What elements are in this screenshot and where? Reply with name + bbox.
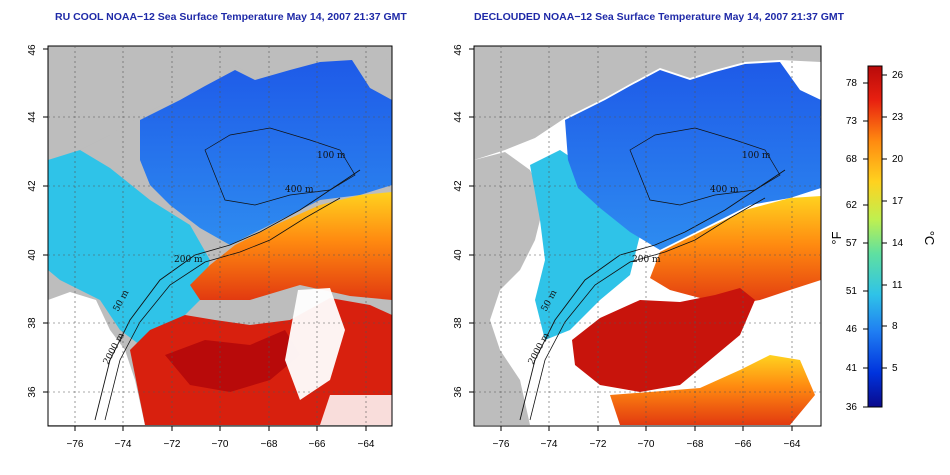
right-x-ticks (500, 426, 793, 431)
colorbar-celsius-unit: °C (922, 231, 937, 246)
left-y-tick-label: 44 (27, 111, 38, 123)
right-y-ticks (469, 48, 474, 393)
right-warm-slope (650, 196, 821, 305)
right-land-north (474, 46, 821, 160)
colorbar-celsius-ticks (882, 74, 887, 369)
left-y-tick-label: 40 (27, 249, 38, 261)
right-contour-shelf (519, 169, 786, 421)
right-y-tick-label: 46 (453, 44, 464, 56)
left-gulf-stream-bright (165, 330, 300, 392)
left-x-tick-label: −74 (115, 439, 132, 450)
right-gridlines (474, 46, 821, 426)
right-gulf-stream (572, 288, 755, 392)
left-cloud-streak (285, 288, 345, 400)
left-contour-label-400: 400 m (285, 185, 314, 195)
left-x-tick-label: −66 (309, 439, 326, 450)
right-y-tick-label: 44 (453, 111, 464, 123)
right-contour-label-400: 400 m (710, 185, 739, 195)
left-shelf-water (48, 150, 210, 345)
colorbar-f-label: 68 (846, 154, 858, 165)
left-contour-label-200: 200 m (174, 255, 203, 265)
colorbar-f-label: 57 (846, 238, 858, 249)
left-x-labels: −76 −74 −72 −70 −68 −66 −64 (67, 439, 375, 450)
right-plot-frame (473, 45, 822, 427)
left-x-ticks (74, 426, 367, 431)
right-land-coast (474, 152, 545, 425)
left-cloud-south (320, 395, 392, 425)
colorbar-c-label: 26 (892, 70, 904, 81)
colorbar-f-label: 62 (846, 200, 858, 211)
left-y-ticks (43, 48, 48, 393)
colorbar-c-label: 11 (892, 280, 903, 291)
left-land-north (48, 46, 392, 158)
colorbar-f-label: 51 (846, 286, 858, 297)
right-map (474, 46, 821, 426)
left-x-tick-label: −64 (358, 439, 375, 450)
left-cold-gulf (140, 60, 392, 245)
colorbar-fahrenheit-unit: °F (829, 231, 844, 244)
left-x-tick-label: −70 (212, 439, 229, 450)
left-y-tick-label: 38 (27, 317, 38, 329)
colorbar-f-label: 73 (846, 116, 858, 127)
colorbar-c-label: 23 (892, 112, 904, 123)
left-contour-gulf (204, 127, 356, 206)
colorbar-f-label: 46 (846, 324, 858, 335)
right-contour-label-200: 200 m (632, 255, 661, 265)
colorbar-gradient (867, 65, 883, 408)
left-contour-deep (104, 197, 341, 421)
left-contour-label-100: 100 m (317, 151, 346, 161)
right-x-tick-label: −68 (687, 439, 704, 450)
left-gridlines (48, 46, 392, 426)
left-map-title: RU COOL NOAA−12 Sea Surface Temperature … (55, 11, 407, 23)
left-cloud-west (48, 292, 145, 425)
colorbar-f-label: 78 (846, 78, 858, 89)
colorbar-fahrenheit-labels: 36 41 46 51 57 62 68 73 78 (846, 78, 858, 413)
colorbar: 36 41 46 51 57 62 68 73 78 5 8 11 14 17 (829, 65, 937, 413)
right-y-tick-label: 40 (453, 249, 464, 261)
right-contour-gulf (629, 127, 781, 206)
colorbar-f-label: 41 (846, 363, 858, 374)
colorbar-f-label: 36 (846, 402, 858, 413)
left-warm-slope (190, 192, 392, 300)
right-x-tick-label: −74 (541, 439, 558, 450)
right-x-tick-label: −66 (735, 439, 752, 450)
right-y-labels: 36 38 40 42 44 46 (453, 44, 464, 398)
right-y-tick-label: 42 (453, 180, 464, 192)
left-y-tick-label: 42 (27, 180, 38, 192)
right-warm-south (610, 355, 815, 425)
left-x-tick-label: −72 (164, 439, 181, 450)
colorbar-c-label: 8 (892, 321, 898, 332)
colorbar-celsius-labels: 5 8 11 14 17 20 23 26 (892, 70, 904, 374)
colorbar-c-label: 20 (892, 154, 904, 165)
right-x-tick-label: −76 (493, 439, 510, 450)
left-x-tick-label: −76 (67, 439, 84, 450)
colorbar-c-label: 5 (892, 363, 898, 374)
right-contour-deep (529, 197, 766, 421)
left-contour-shelf (94, 169, 361, 421)
colorbar-fahrenheit-ticks (863, 82, 868, 408)
left-y-tick-label: 36 (27, 386, 38, 398)
right-contour-label-100: 100 m (742, 151, 771, 161)
right-y-tick-label: 36 (453, 386, 464, 398)
right-y-tick-label: 38 (453, 317, 464, 329)
right-x-tick-label: −64 (784, 439, 801, 450)
left-y-tick-label: 46 (27, 44, 38, 56)
right-x-labels: −76 −74 −72 −70 −68 −66 −64 (493, 439, 801, 450)
left-y-labels: 36 38 40 42 44 46 (27, 44, 38, 398)
colorbar-c-label: 17 (892, 196, 904, 207)
right-map-title: DECLOUDED NOAA−12 Sea Surface Temperatur… (474, 11, 845, 23)
colorbar-c-label: 14 (892, 238, 904, 249)
right-x-tick-label: −70 (638, 439, 655, 450)
right-x-tick-label: −72 (590, 439, 607, 450)
left-x-tick-label: −68 (261, 439, 278, 450)
